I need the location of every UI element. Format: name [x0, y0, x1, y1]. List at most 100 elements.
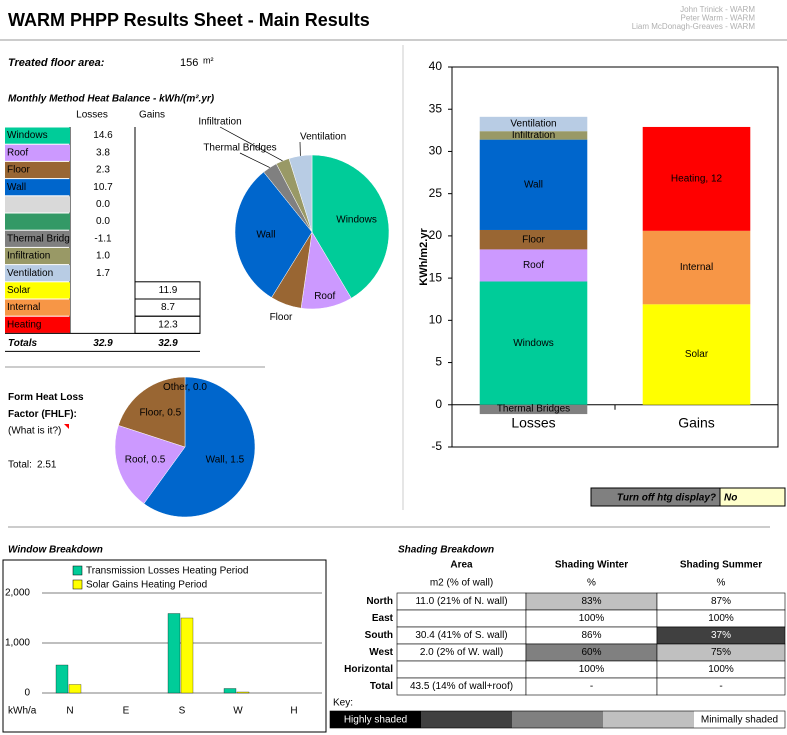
- y-tick-label: 35: [429, 101, 443, 115]
- segment-label: Wall: [524, 179, 543, 190]
- bar-segment: [479, 281, 588, 405]
- pie-label: Roof, 0.5: [125, 455, 166, 466]
- bar: [223, 688, 237, 694]
- section-title: Monthly Method Heat Balance - kWh/(m².yr…: [8, 94, 215, 105]
- bar-segment: [642, 304, 751, 405]
- key-swatch: [512, 711, 603, 728]
- y-tick-label: 1,000: [5, 638, 30, 649]
- legend-swatch: [72, 579, 83, 590]
- comment-marker: [64, 424, 69, 429]
- shading-value: 100%: [579, 664, 605, 675]
- bar-segment: [479, 131, 588, 140]
- key-low: Highly shaded: [344, 715, 407, 726]
- bar: [68, 684, 82, 694]
- pie-label: Infiltration: [198, 117, 241, 128]
- shading-value: 100%: [708, 664, 734, 675]
- column-header: Area: [450, 560, 473, 571]
- x-tick-label: W: [233, 706, 243, 717]
- y-tick-label: 0: [435, 397, 442, 411]
- bar-segment: [479, 229, 588, 250]
- credit: Liam McDonagh-Greaves - WARM: [632, 22, 756, 31]
- losses-value: 0.0: [96, 216, 110, 227]
- pie-slice: [143, 376, 256, 518]
- column-unit: %: [717, 578, 726, 589]
- x-tick-label: Losses: [511, 414, 555, 430]
- shading-value: 83%: [581, 596, 601, 607]
- row-label: Windows: [7, 130, 48, 141]
- help-link[interactable]: (What is it?): [8, 426, 61, 437]
- losses-value: 1.0: [96, 251, 110, 262]
- pie-label: Wall, 1.5: [206, 455, 245, 466]
- y-tick-label: 25: [429, 186, 443, 200]
- bar: [55, 664, 69, 694]
- legend-label: Transmission Losses Heating Period: [86, 566, 248, 577]
- y-tick-label: 15: [429, 270, 443, 284]
- segment-label: Ventilation: [510, 119, 556, 130]
- legend-swatch: [72, 565, 83, 576]
- total-label: Total:: [8, 460, 32, 471]
- row-label: North: [366, 596, 393, 607]
- losses-value: 1.7: [96, 268, 110, 279]
- y-tick-label: 20: [429, 228, 443, 242]
- category-swatch: [5, 179, 70, 196]
- setting-value-box[interactable]: [719, 487, 786, 507]
- bar-segment: [479, 116, 588, 132]
- row-label: Floor: [7, 165, 30, 176]
- x-tick-label: Gains: [678, 414, 715, 430]
- section-title: Window Breakdown: [8, 545, 103, 556]
- column-header: Gains: [139, 110, 165, 121]
- key-swatch: [694, 711, 785, 728]
- losses-value: 10.7: [93, 182, 113, 193]
- column-header: Shading Winter: [555, 560, 628, 571]
- key-frame: [329, 710, 786, 729]
- bar: [180, 617, 194, 694]
- segment-label: Roof: [523, 260, 544, 271]
- pie-label: Floor, 0.5: [139, 408, 181, 419]
- leader-line: [219, 126, 283, 162]
- bar: [167, 613, 181, 694]
- floor-area-value: 156: [180, 57, 198, 69]
- area-value: 11.0 (21% of N. wall): [415, 596, 507, 607]
- category-swatch: [5, 144, 70, 161]
- shading-value: -: [719, 681, 722, 692]
- bar-segment: [642, 230, 751, 305]
- y-axis-label: KWh/m2.yr: [418, 228, 430, 286]
- pie-label: Floor: [270, 312, 293, 323]
- pie-label: Wall: [256, 230, 275, 241]
- row-label: Ventilation: [7, 268, 53, 279]
- shading-value: -: [590, 681, 593, 692]
- bar: [236, 691, 250, 694]
- section-title: Form Heat Loss Factor (FHLF):: [8, 392, 84, 420]
- area-value: 30.4 (41% of S. wall): [415, 630, 507, 641]
- leader-line: [239, 152, 270, 168]
- segment-label: Windows: [513, 338, 554, 349]
- row-label: Total: [370, 681, 393, 692]
- pie-slice: [234, 171, 313, 298]
- pie-label: Ventilation: [300, 132, 346, 143]
- segment-label: Thermal Bridges: [497, 403, 570, 414]
- y-tick-label: 10: [429, 313, 443, 327]
- y-tick-label: 5: [435, 355, 442, 369]
- y-tick-label: 2,000: [5, 588, 30, 599]
- y-tick-label: 40: [429, 59, 443, 73]
- bar-segment: [642, 126, 751, 231]
- segment-label: Infiltration: [512, 130, 555, 141]
- row-label: Thermal Bridges: [7, 233, 80, 244]
- floor-area-label: Treated floor area:: [8, 57, 105, 69]
- key-high: Minimally shaded: [701, 715, 778, 726]
- x-tick-label: N: [66, 706, 73, 717]
- pie-label: Windows: [336, 214, 377, 225]
- y-unit: kWh/a: [8, 706, 37, 717]
- column-unit: m2 (% of wall): [430, 578, 493, 589]
- shading-value: 86%: [581, 630, 601, 641]
- x-tick-label: E: [123, 706, 130, 717]
- x-tick-label: H: [290, 706, 297, 717]
- credit: John Trinick - WARM: [680, 5, 755, 14]
- gains-value: 11.9: [159, 285, 178, 296]
- row-label: Wall: [7, 182, 26, 193]
- key-swatch: [603, 711, 694, 728]
- legend-label: Solar Gains Heating Period: [86, 580, 207, 591]
- row-label: Roof: [7, 147, 28, 158]
